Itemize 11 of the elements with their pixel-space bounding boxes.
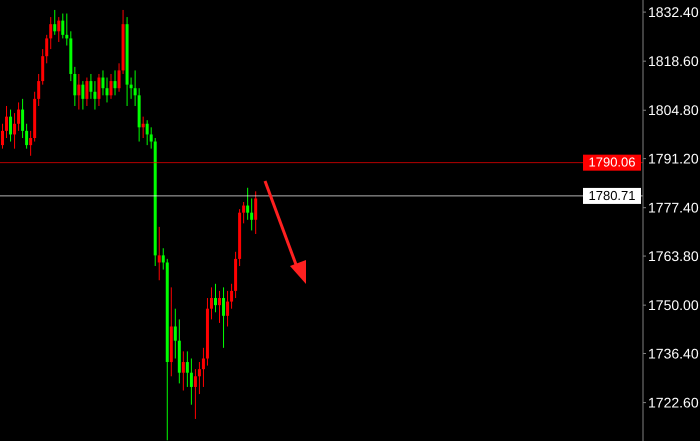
y-tick-label: 1791.20	[648, 150, 699, 167]
y-tick-label: 1763.80	[648, 248, 699, 264]
y-tick-label: 1777.40	[648, 200, 699, 216]
y-tick-label: 1750.00	[648, 297, 699, 314]
y-tick-label: 1818.60	[648, 53, 699, 70]
ref-line-label: 1780.71	[588, 188, 636, 203]
y-tick-label: 1832.40	[648, 4, 699, 20]
y-tick-label: 1804.80	[648, 102, 699, 118]
y-tick-label: 1736.40	[648, 345, 699, 362]
ref-line-label: 1790.06	[588, 154, 636, 170]
y-tick-label: 1722.60	[648, 394, 699, 411]
